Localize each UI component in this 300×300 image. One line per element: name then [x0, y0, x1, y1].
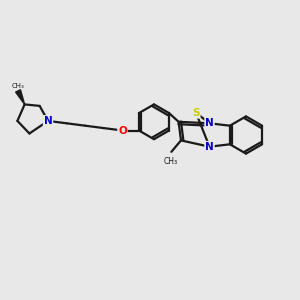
Text: N: N: [205, 118, 214, 128]
Text: CH₃: CH₃: [12, 83, 24, 89]
Text: CH₃: CH₃: [164, 157, 178, 166]
Text: N: N: [44, 116, 52, 126]
Text: N: N: [205, 142, 214, 152]
Text: O: O: [118, 125, 127, 136]
Text: S: S: [192, 108, 200, 118]
Polygon shape: [16, 90, 25, 104]
